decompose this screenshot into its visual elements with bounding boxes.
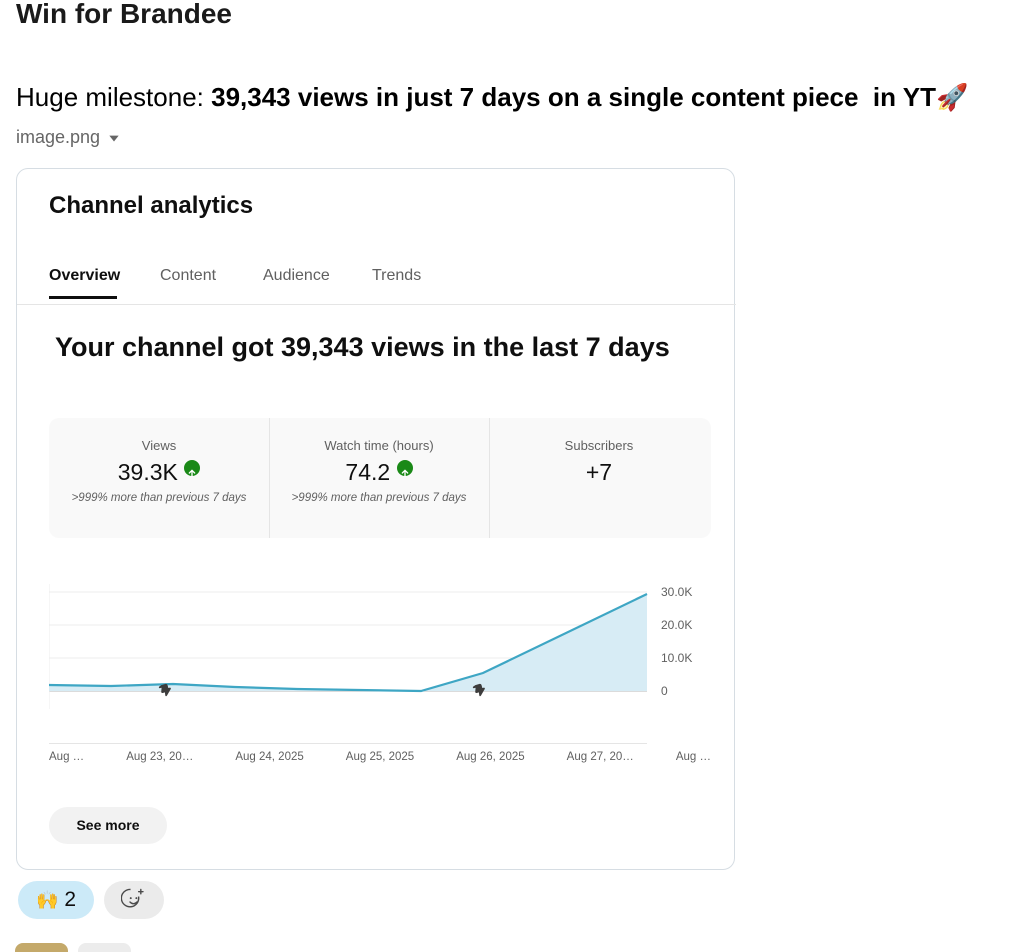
- svg-text:10.0K: 10.0K: [661, 651, 692, 665]
- svg-text:0: 0: [661, 684, 668, 698]
- svg-text:30.0K: 30.0K: [661, 585, 692, 599]
- svg-text:20.0K: 20.0K: [661, 618, 692, 632]
